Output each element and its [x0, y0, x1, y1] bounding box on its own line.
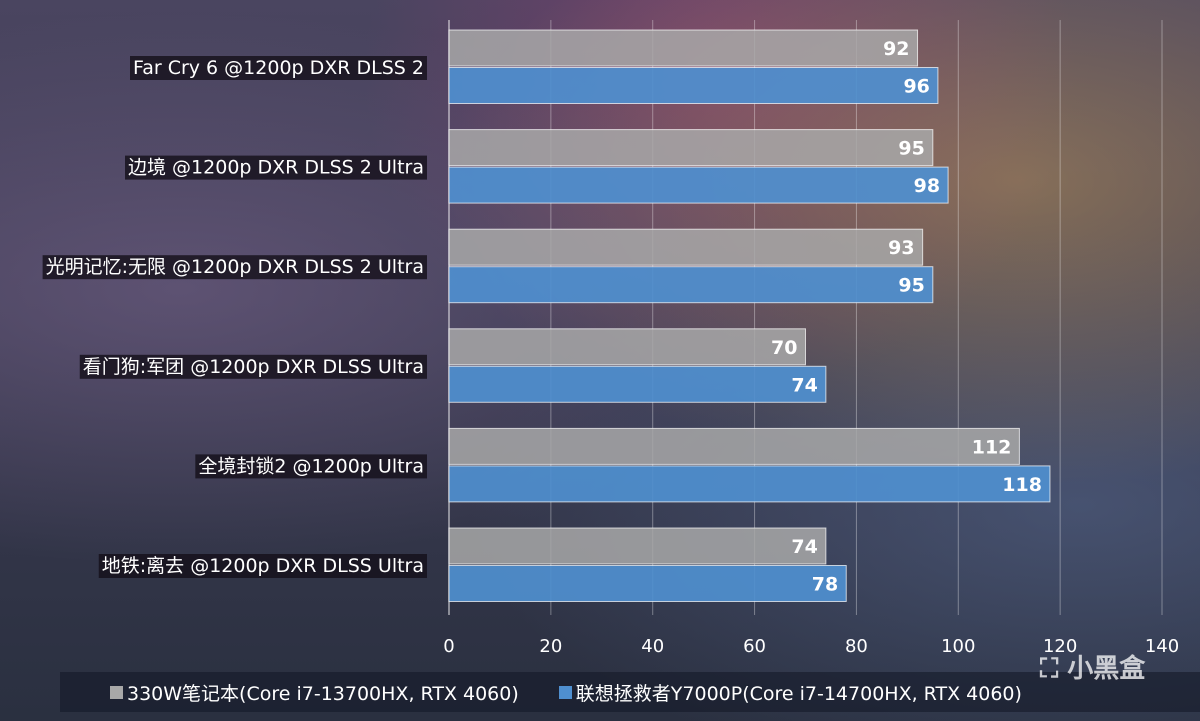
bar	[448, 427, 1020, 465]
category-label: 看门狗:军团 @1200p DXR DLSS Ultra	[83, 356, 424, 378]
legend: 330W笔记本(Core i7-13700HX, RTX 4060) 联想拯救者…	[60, 672, 1200, 712]
category-label: 光明记忆:无限 @1200p DXR DLSS 2 Ultra	[46, 256, 424, 278]
category-label: 边境 @1200p DXR DLSS 2 Ultra	[128, 157, 424, 179]
bar	[448, 527, 827, 565]
x-tick-label: 140	[1145, 636, 1179, 657]
bar	[448, 166, 949, 204]
data-label: 95	[898, 138, 924, 160]
data-label: 92	[883, 38, 909, 60]
bar	[448, 29, 919, 67]
category-label-background	[125, 155, 427, 180]
category-label: Far Cry 6 @1200p DXR DLSS 2	[133, 57, 424, 79]
bar	[448, 67, 939, 104]
bar-chart: 0 20 40 60 80 100 120 140 92 96 Far Cry 6 @1200p D…	[42, 29, 1179, 657]
bar	[448, 266, 934, 304]
data-label: 78	[812, 574, 838, 596]
legend-swatch	[110, 685, 123, 699]
data-label: 95	[898, 275, 924, 297]
bar	[448, 565, 847, 602]
bar	[448, 129, 934, 167]
x-tick-label: 120	[1043, 636, 1077, 657]
category-label-background	[42, 255, 427, 280]
bar	[448, 465, 1051, 503]
bar	[448, 228, 924, 266]
x-tick-label: 80	[845, 636, 868, 657]
category-label-background	[130, 56, 427, 80]
data-label: 96	[903, 76, 929, 98]
x-tick-label: 0	[443, 636, 454, 657]
category-label: 全境封锁2 @1200p Ultra	[198, 455, 424, 477]
legend-item: 330W笔记本(Core i7-13700HX, RTX 4060)	[110, 679, 519, 706]
x-tick-label: 100	[941, 636, 975, 657]
category-label-background	[195, 454, 427, 479]
data-label: 74	[791, 374, 817, 396]
x-tick-label: 20	[539, 636, 562, 657]
category-label-background	[98, 554, 427, 578]
data-label: 112	[972, 436, 1012, 458]
category-label-background	[79, 354, 427, 379]
data-label: 118	[1002, 474, 1042, 496]
data-label: 93	[888, 237, 914, 259]
x-tick-label: 40	[641, 636, 664, 657]
data-label: 70	[771, 337, 797, 359]
legend-label: 330W笔记本(Core i7-13700HX, RTX 4060)	[127, 682, 519, 705]
legend-item: 联想拯救者Y7000P(Core i7-14700HX, RTX 4060)	[558, 679, 1022, 706]
x-tick-label: 60	[743, 636, 766, 657]
data-label: 74	[791, 536, 817, 558]
category-label: 地铁:离去 @1200p DXR DLSS Ultra	[102, 555, 424, 577]
watermark-logo: ⛶ 小黑盒	[1040, 654, 1146, 684]
legend-swatch	[558, 685, 572, 699]
legend-label: 联想拯救者Y7000P(Core i7-14700HX, RTX 4060)	[575, 682, 1022, 705]
bar	[448, 328, 806, 366]
data-label: 98	[914, 175, 940, 197]
bar	[448, 365, 827, 403]
